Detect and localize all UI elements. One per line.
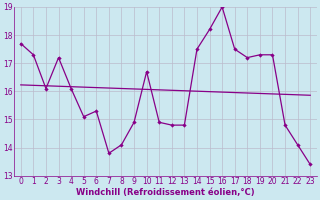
X-axis label: Windchill (Refroidissement éolien,°C): Windchill (Refroidissement éolien,°C) xyxy=(76,188,255,197)
